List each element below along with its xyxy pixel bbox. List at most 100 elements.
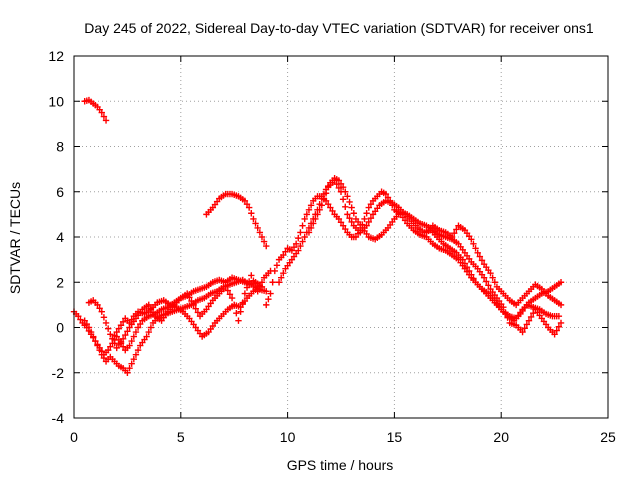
data-point	[365, 218, 372, 226]
data-point	[344, 193, 351, 200]
x-tick-label: 5	[177, 429, 185, 445]
data-point	[312, 215, 319, 223]
data-point	[122, 331, 129, 339]
data-point	[243, 200, 251, 208]
data-point	[339, 184, 347, 191]
data-point	[295, 234, 302, 242]
data-point	[235, 317, 242, 324]
data-point	[365, 204, 372, 211]
data-point	[299, 222, 306, 229]
data-point	[485, 282, 492, 289]
data-point	[470, 240, 477, 247]
y-axis-label: SDTVAR / TECUs	[7, 182, 23, 294]
data-point	[474, 249, 481, 257]
data-point	[267, 290, 274, 297]
data-point	[248, 210, 255, 217]
series-seg-d	[109, 283, 264, 343]
data-point	[301, 233, 308, 241]
data-point	[487, 270, 494, 277]
data-point	[252, 220, 259, 227]
y-tick-label: 6	[56, 184, 64, 200]
data-point	[250, 277, 257, 284]
data-point	[85, 324, 93, 331]
data-point	[145, 328, 152, 336]
data-point	[254, 224, 261, 232]
data-point	[555, 323, 563, 330]
x-tick-label: 20	[493, 429, 509, 445]
data-point	[83, 320, 91, 328]
data-point	[126, 319, 133, 327]
data-point	[303, 211, 311, 218]
data-point	[557, 319, 565, 327]
data-point	[310, 220, 317, 227]
series-seg-f	[263, 188, 565, 322]
data-point	[111, 332, 118, 339]
data-point	[324, 200, 332, 208]
data-point	[119, 318, 127, 326]
data-point	[476, 253, 484, 260]
data-point	[113, 328, 120, 336]
data-point	[382, 190, 390, 198]
data-point	[346, 198, 353, 206]
data-point	[468, 271, 475, 278]
data-point	[314, 211, 321, 218]
series-seg-h	[305, 177, 563, 324]
data-point	[557, 301, 565, 309]
data-point	[190, 301, 197, 309]
data-point	[192, 305, 199, 312]
data-point	[333, 181, 340, 188]
data-point	[137, 320, 144, 328]
data-point	[297, 242, 304, 250]
data-point	[233, 309, 240, 317]
data-point	[350, 210, 358, 217]
data-point	[322, 190, 330, 197]
data-point	[248, 272, 255, 279]
data-point	[348, 204, 355, 211]
data-point	[98, 109, 105, 116]
data-point	[337, 219, 345, 226]
data-point	[292, 240, 300, 247]
series-seg-b	[81, 276, 266, 376]
data-point	[102, 319, 110, 327]
series-seg-i	[423, 222, 565, 309]
data-point	[525, 317, 533, 324]
data-point	[222, 283, 229, 290]
data-point	[555, 312, 563, 320]
chart-title: Day 245 of 2022, Sidereal Day-to-day VTE…	[84, 20, 594, 36]
data-point	[271, 267, 278, 275]
data-point	[107, 343, 114, 350]
data-point	[453, 226, 460, 233]
data-point	[258, 233, 266, 241]
y-tick-label: 2	[56, 274, 64, 290]
data-point	[551, 331, 558, 338]
data-point	[305, 206, 313, 214]
data-point	[472, 245, 479, 252]
data-point	[128, 337, 135, 345]
data-point	[100, 314, 108, 321]
data-point	[301, 215, 308, 223]
data-point	[361, 215, 368, 223]
data-point	[100, 113, 108, 120]
data-point	[468, 236, 475, 243]
grid	[74, 56, 608, 418]
axis-ticks: 0 5 10 15 20 25 -4 -2 0 2 4 6 8 10 12	[48, 48, 616, 445]
data-point	[275, 279, 283, 286]
data-point	[282, 248, 289, 255]
data-point	[128, 360, 135, 367]
data-point	[327, 204, 334, 211]
y-tick-label: 4	[56, 229, 64, 245]
data-point	[104, 346, 112, 354]
data-point	[480, 274, 488, 281]
y-tick-label: -4	[52, 410, 65, 426]
data-point	[224, 287, 231, 294]
data-point	[491, 279, 498, 286]
data-point	[98, 308, 105, 315]
data-point	[96, 346, 103, 354]
data-point	[245, 204, 253, 211]
data-point	[367, 200, 375, 208]
data-point	[184, 290, 191, 297]
data-point	[102, 117, 110, 124]
data-point	[307, 202, 315, 209]
data-point	[470, 275, 477, 282]
data-point	[81, 317, 88, 324]
